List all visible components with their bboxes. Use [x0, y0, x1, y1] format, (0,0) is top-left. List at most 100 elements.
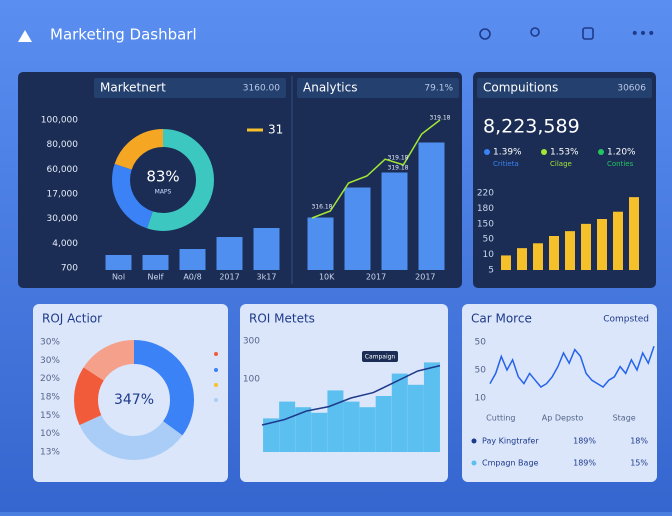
row-value: 189%	[573, 459, 596, 468]
bar	[344, 187, 371, 270]
bar	[263, 418, 280, 452]
donut-segment	[112, 129, 214, 231]
bar	[407, 384, 424, 452]
row-value: 18%	[630, 437, 648, 446]
icon[interactable]	[479, 28, 491, 40]
panel-header	[477, 78, 652, 98]
y-tick-label: 50	[475, 366, 487, 376]
bar	[549, 236, 559, 270]
y-tick-label: 30%	[40, 338, 60, 348]
bar	[142, 255, 169, 270]
bar	[597, 219, 607, 270]
panel-title: Compuitions	[483, 81, 558, 95]
legend-label: Cilage	[550, 160, 572, 168]
y-tick-label: 13%	[40, 448, 60, 458]
legend-dot	[214, 398, 218, 402]
x-tick-label: Cutting	[486, 414, 515, 423]
donut-value: 83%	[146, 168, 179, 186]
line	[261, 364, 441, 426]
legend-value: 1.53%	[550, 148, 579, 158]
x-tick-label: 2017	[366, 273, 386, 282]
bar	[216, 237, 243, 270]
kpi-value: 8,223,589	[483, 116, 580, 138]
row-label: Cmpagn Bage	[482, 459, 539, 468]
y-tick-label: 220	[477, 189, 494, 199]
y-tick-label: 4,000	[52, 239, 78, 249]
bar	[391, 373, 408, 452]
y-tick-label: 50	[475, 338, 487, 348]
legend-dot	[214, 368, 218, 372]
row-dot	[471, 460, 477, 466]
bar	[307, 217, 334, 270]
donut-segment	[74, 340, 194, 460]
bar	[359, 407, 376, 452]
panel-title: Marketnert	[100, 81, 166, 95]
y-tick-label: 17,000	[47, 190, 79, 200]
row-label: Pay Kingtrafer	[482, 437, 539, 446]
x-tick-label: 3k17	[257, 273, 277, 282]
badge: 3160.00	[243, 84, 280, 94]
badge: Campaign	[365, 354, 396, 361]
legend-dot	[541, 149, 547, 155]
y-tick-label: 10	[475, 394, 487, 404]
panel-header	[94, 78, 286, 98]
bar	[105, 255, 132, 270]
y-tick-label: 60,000	[47, 165, 79, 175]
bar	[565, 231, 575, 270]
bar	[279, 401, 296, 452]
line	[311, 119, 441, 219]
badge: 79.1%	[424, 84, 453, 94]
y-tick-label: 5	[488, 266, 494, 276]
y-tick-label: 100,000	[41, 116, 78, 126]
legend-label: Critieta	[493, 160, 519, 168]
bar	[381, 172, 408, 270]
donut-segment	[74, 340, 194, 460]
search-icon[interactable]	[530, 27, 540, 37]
row-value: 15%	[630, 459, 648, 468]
donut-segment	[112, 129, 214, 231]
point-label: 319.18	[388, 165, 409, 172]
bar	[295, 407, 312, 452]
y-tick-label: 700	[61, 264, 78, 274]
y-tick-label: 50	[483, 235, 495, 245]
point-label: 319.18	[430, 115, 451, 122]
bar	[375, 396, 392, 452]
badge-box	[362, 351, 398, 362]
panel	[473, 72, 656, 288]
logo	[18, 30, 32, 42]
panel-title: Car Morce	[471, 312, 532, 326]
y-tick-label: 20%	[40, 374, 60, 384]
donut-value: 347%	[114, 392, 154, 408]
bar	[423, 362, 440, 452]
y-tick-label: 80,000	[47, 140, 79, 150]
panel-title: ROJ Actior	[42, 312, 102, 326]
x-tick-label: Nelf	[148, 273, 164, 282]
legend-value: 1.20%	[607, 148, 636, 158]
more-icon[interactable]: •••	[631, 26, 656, 42]
point-label: 319.18	[388, 155, 409, 162]
bar	[613, 211, 623, 270]
x-tick-label: 10K	[319, 273, 335, 282]
bar	[517, 248, 527, 270]
legend-dot	[214, 352, 218, 356]
bar	[179, 249, 206, 270]
bar	[311, 412, 328, 452]
y-tick-label: 100	[243, 375, 260, 385]
x-tick-label: Nol	[112, 273, 125, 282]
row-value: 189%	[573, 437, 596, 446]
bar	[533, 243, 543, 270]
panel-title: Analytics	[303, 81, 358, 95]
legend-dot	[214, 383, 218, 387]
y-tick-label: 300	[243, 337, 260, 347]
badge: Compsted	[603, 315, 649, 325]
panel-header	[297, 78, 459, 98]
y-tick-label: 150	[477, 219, 494, 229]
y-tick-label: 15%	[40, 411, 60, 421]
donut-label: MAPS	[155, 189, 172, 196]
donut-segment	[74, 340, 194, 460]
x-tick-label: 2017	[219, 273, 239, 282]
bar	[418, 142, 445, 270]
icon[interactable]	[582, 27, 594, 40]
